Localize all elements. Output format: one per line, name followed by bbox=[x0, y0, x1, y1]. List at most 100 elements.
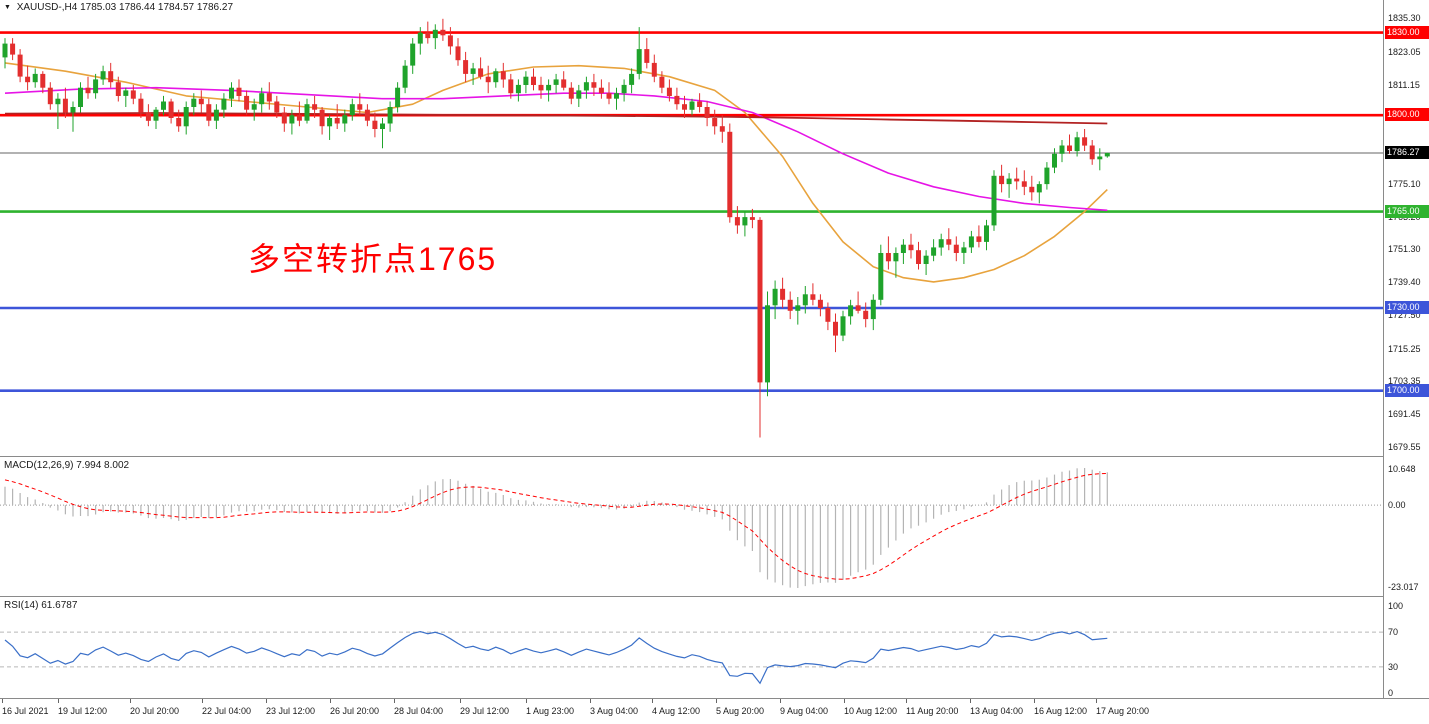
time-label: 17 Aug 20:00 bbox=[1096, 706, 1150, 716]
candle-body bbox=[123, 90, 129, 96]
current-price-badge: 1786.27 bbox=[1385, 146, 1429, 160]
candle-body bbox=[546, 84, 552, 91]
candle-body bbox=[296, 115, 302, 121]
candle-body bbox=[32, 73, 38, 83]
panel-divider-macd[interactable] bbox=[0, 456, 1429, 457]
candle-body bbox=[357, 104, 363, 110]
candle-body bbox=[855, 305, 861, 311]
rsi-scale-tick: 100 bbox=[1388, 601, 1404, 611]
time-scale[interactable]: 16 Jul 2021 19 Jul 12:00 20 Jul 20:00 22 Ju… bbox=[0, 698, 1429, 724]
candle-body bbox=[289, 115, 295, 124]
candle-body bbox=[961, 247, 967, 253]
candle-body bbox=[1006, 178, 1012, 185]
price-level-badge: 1800.00 bbox=[1385, 108, 1429, 122]
candle-body bbox=[878, 253, 884, 300]
time-tick bbox=[780, 699, 781, 703]
candle-body bbox=[17, 54, 23, 77]
candle-body bbox=[1082, 137, 1088, 146]
candle-body bbox=[568, 87, 574, 99]
time-label: 23 Jul 12:00 bbox=[266, 706, 316, 716]
price-chart-canvas[interactable] bbox=[0, 0, 1383, 456]
candle-body bbox=[1089, 145, 1095, 160]
candle-body bbox=[213, 109, 219, 121]
time-label: 1 Aug 23:00 bbox=[526, 706, 575, 716]
price-tick: 1811.15 bbox=[1388, 79, 1420, 90]
candle-body bbox=[417, 32, 423, 44]
candle-body bbox=[840, 316, 846, 336]
time-label: 26 Jul 20:00 bbox=[330, 706, 380, 716]
macd-current-values: 7.994 8.002 bbox=[76, 460, 130, 471]
candle-body bbox=[221, 98, 227, 110]
candle-body bbox=[1052, 153, 1057, 168]
candle-body bbox=[1067, 145, 1072, 151]
candle-body bbox=[825, 308, 831, 322]
candle-body bbox=[644, 49, 650, 63]
candle-body bbox=[734, 217, 740, 226]
candle-body bbox=[198, 98, 204, 105]
candle-body bbox=[100, 71, 106, 80]
price-tick: 1739.40 bbox=[1388, 277, 1421, 288]
candle-body bbox=[281, 112, 287, 124]
candle-body bbox=[470, 68, 476, 74]
candle-body bbox=[1044, 167, 1050, 185]
candle-body bbox=[410, 43, 416, 66]
candle-body bbox=[863, 310, 869, 320]
time-tick bbox=[130, 699, 131, 703]
price-tick: 1679.55 bbox=[1388, 442, 1421, 452]
time-tick bbox=[2, 699, 3, 703]
candle-body bbox=[47, 87, 53, 105]
candle-body bbox=[531, 76, 536, 85]
time-label: 16 Jul 2021 bbox=[2, 706, 49, 716]
candle-body bbox=[848, 305, 854, 317]
price-chart-panel[interactable]: ▼ XAUUSD-,H4 1785.03 1786.44 1784.57 178… bbox=[0, 0, 1383, 456]
price-tick: 1715.25 bbox=[1388, 343, 1421, 354]
time-label: 3 Aug 04:00 bbox=[590, 706, 639, 716]
rsi-scale-tick: 70 bbox=[1388, 627, 1399, 638]
macd-panel[interactable]: MACD(12,26,9) 7.994 8.002 bbox=[0, 458, 1383, 596]
time-label: 22 Jul 04:00 bbox=[202, 706, 252, 716]
candle-body bbox=[953, 244, 959, 253]
candle-body bbox=[62, 98, 68, 113]
candle-body bbox=[900, 244, 906, 253]
time-tick bbox=[460, 699, 461, 703]
candle-body bbox=[493, 71, 499, 83]
chevron-down-icon[interactable]: ▼ bbox=[4, 4, 11, 11]
candle-body bbox=[561, 79, 567, 88]
candle-body bbox=[500, 71, 506, 80]
candle-body bbox=[870, 299, 876, 320]
candle-body bbox=[636, 49, 642, 74]
candle-body bbox=[984, 225, 989, 242]
time-tick bbox=[716, 699, 717, 703]
candle-body bbox=[251, 104, 257, 110]
candle-body bbox=[266, 93, 272, 102]
candle-body bbox=[614, 93, 619, 99]
rsi-canvas[interactable] bbox=[0, 598, 1383, 698]
time-tick bbox=[394, 699, 395, 703]
panel-divider-rsi[interactable] bbox=[0, 596, 1429, 597]
candle-body bbox=[749, 217, 755, 220]
time-label: 28 Jul 04:00 bbox=[394, 706, 444, 716]
candle-body bbox=[463, 60, 469, 74]
candle-body bbox=[176, 118, 182, 127]
chart-text-annotation[interactable]: 多空转折点1765 bbox=[248, 241, 498, 277]
candle-body bbox=[885, 253, 891, 262]
rsi-current-value: 61.6787 bbox=[41, 600, 78, 611]
price-tick: 1835.30 bbox=[1388, 13, 1421, 23]
candle-body bbox=[447, 35, 453, 47]
chart-title: ▼ XAUUSD-,H4 1785.03 1786.44 1784.57 178… bbox=[4, 2, 233, 13]
macd-canvas[interactable] bbox=[0, 458, 1383, 596]
candle-body bbox=[946, 239, 952, 245]
price-tick: 1703.35 bbox=[1388, 376, 1421, 387]
candle-body bbox=[515, 84, 521, 94]
candle-body bbox=[682, 104, 687, 110]
candle-body bbox=[976, 236, 982, 242]
overlay-ma-slow-darkred bbox=[4, 112, 1108, 125]
time-tick bbox=[202, 699, 203, 703]
time-tick bbox=[1096, 699, 1097, 703]
candle-body bbox=[440, 29, 446, 36]
price-scale[interactable]: 1835.301823.051811.151775.101763.201751.… bbox=[1383, 0, 1429, 698]
candle-body bbox=[478, 68, 484, 77]
rsi-panel[interactable]: RSI(14) 61.6787 bbox=[0, 598, 1383, 698]
candle-body bbox=[621, 84, 627, 94]
